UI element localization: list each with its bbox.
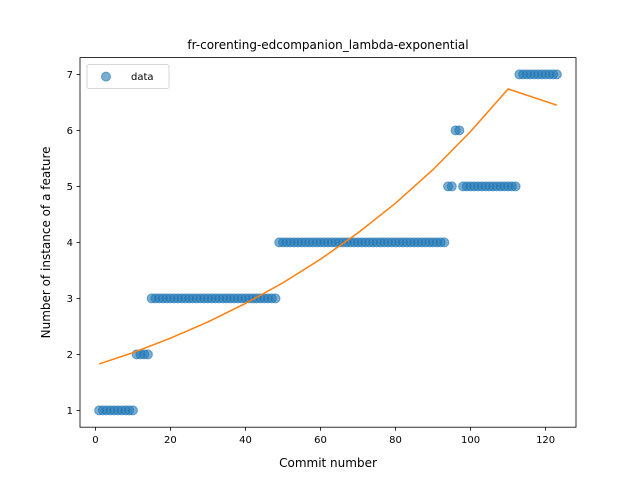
x-tick-label: 0	[92, 435, 98, 446]
data-point	[446, 181, 457, 192]
x-tick-label: 20	[164, 435, 177, 446]
data-point	[510, 181, 521, 192]
legend-label-data: data	[131, 72, 154, 83]
data-point	[439, 237, 450, 248]
data-point	[127, 405, 138, 416]
data-point	[270, 293, 281, 304]
x-tick-label: 40	[239, 435, 252, 446]
y-tick-label: 7	[67, 70, 73, 81]
y-tick-label: 3	[67, 294, 73, 305]
y-axis-label: Number of instance of a feature	[39, 146, 53, 338]
x-axis-label: Commit number	[279, 456, 377, 470]
x-tick-label: 100	[461, 435, 480, 446]
x-axis: 0 20 40 60 80 100 120	[92, 427, 555, 446]
y-tick-label: 5	[67, 182, 73, 193]
data-point	[454, 125, 465, 136]
x-tick-label: 120	[536, 435, 555, 446]
chart-title: fr-corenting-edcompanion_lambda-exponent…	[187, 38, 468, 52]
data-point	[551, 69, 562, 80]
legend: data	[86, 64, 170, 89]
x-tick-label: 60	[314, 435, 327, 446]
y-tick-label: 4	[67, 238, 73, 249]
y-tick-label: 6	[67, 126, 73, 137]
scatter-series-data	[94, 69, 562, 416]
y-tick-label: 2	[67, 350, 73, 361]
legend-marker-data	[101, 71, 111, 82]
x-tick-label: 80	[389, 435, 402, 446]
y-axis: 1 2 3 4 5 6 7	[67, 70, 80, 417]
fit-line	[98, 88, 558, 365]
data-point	[142, 349, 153, 360]
data-layer	[94, 69, 562, 416]
legend-box	[86, 64, 170, 89]
y-tick-label: 1	[67, 406, 73, 417]
